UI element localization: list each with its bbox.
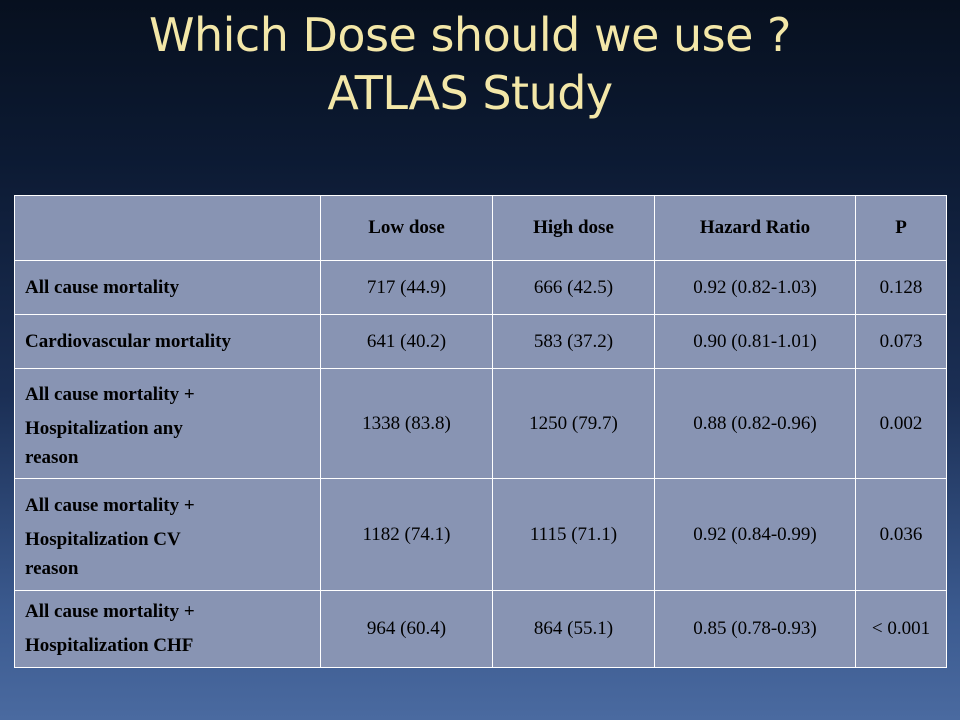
cell-hazard-ratio: 0.90 (0.81-1.01) [654,314,856,369]
cell-high-dose: 1115 (71.1) [492,478,655,591]
table-row: All cause mortality + Hospitalization an… [14,368,947,479]
cell-p: < 0.001 [855,590,947,668]
row-label: Cardiovascular mortality [14,314,321,369]
cell-p: 0.002 [855,368,947,479]
table-row: All cause mortality + Hospitalization CV… [14,478,947,591]
row-label-line: All cause mortality [25,276,180,298]
row-label-line: reason [25,446,79,468]
cell-low-dose: 964 (60.4) [320,590,493,668]
header-hazard-ratio: Hazard Ratio [654,195,856,261]
cell-hazard-ratio: 0.88 (0.82-0.96) [654,368,856,479]
table-row: All cause mortality 717 (44.9) 666 (42.5… [14,260,947,315]
cell-p: 0.036 [855,478,947,591]
table-header-row: Low dose High dose Hazard Ratio P [14,195,947,261]
cell-high-dose: 864 (55.1) [492,590,655,668]
table-row: Cardiovascular mortality 641 (40.2) 583 … [14,314,947,369]
cell-low-dose: 717 (44.9) [320,260,493,315]
slide-title: Which Dose should we use ? ATLAS Study [0,6,960,122]
title-line-2: ATLAS Study [327,66,613,120]
row-label-line: All cause mortality + [25,494,195,516]
row-label-line: All cause mortality + [25,383,195,405]
row-label-line: reason [25,557,79,579]
row-label-line: Hospitalization any [25,417,183,439]
cell-hazard-ratio: 0.85 (0.78-0.93) [654,590,856,668]
cell-hazard-ratio: 0.92 (0.82-1.03) [654,260,856,315]
header-high-dose: High dose [492,195,655,261]
row-label: All cause mortality [14,260,321,315]
row-label: All cause mortality + Hospitalization CV… [14,478,321,591]
row-label-line: Cardiovascular mortality [25,330,231,352]
header-empty-cell [14,195,321,261]
cell-low-dose: 641 (40.2) [320,314,493,369]
cell-p: 0.128 [855,260,947,315]
row-label: All cause mortality + Hospitalization CH… [14,590,321,668]
cell-high-dose: 1250 (79.7) [492,368,655,479]
header-low-dose: Low dose [320,195,493,261]
table-row: All cause mortality + Hospitalization CH… [14,590,947,668]
cell-p: 0.073 [855,314,947,369]
row-label: All cause mortality + Hospitalization an… [14,368,321,479]
results-table: Low dose High dose Hazard Ratio P All ca… [14,195,947,668]
row-label-line: Hospitalization CHF [25,635,194,656]
row-label-line: All cause mortality + [25,601,195,622]
header-p: P [855,195,947,261]
cell-high-dose: 583 (37.2) [492,314,655,369]
cell-low-dose: 1338 (83.8) [320,368,493,479]
cell-high-dose: 666 (42.5) [492,260,655,315]
row-label-line: Hospitalization CV [25,528,181,550]
cell-low-dose: 1182 (74.1) [320,478,493,591]
cell-hazard-ratio: 0.92 (0.84-0.99) [654,478,856,591]
title-line-1: Which Dose should we use ? [149,8,791,62]
